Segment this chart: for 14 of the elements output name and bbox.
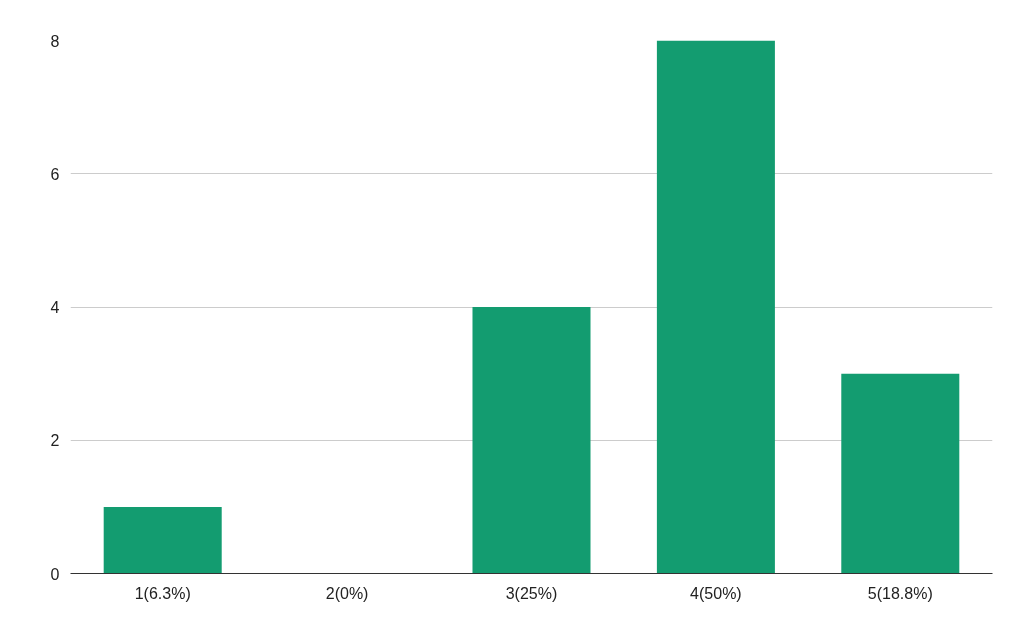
x-tick-label: 2(0%) bbox=[325, 584, 369, 602]
y-tick-label: 2 bbox=[50, 432, 60, 450]
bar bbox=[472, 307, 591, 574]
x-tick-label: 4(50%) bbox=[690, 584, 742, 602]
x-tick-label: 5(18.8%) bbox=[867, 584, 933, 602]
x-tick-label: 1(6.3%) bbox=[134, 584, 191, 602]
y-tick-label: 4 bbox=[50, 299, 60, 316]
x-tick-label: 3(25%) bbox=[505, 584, 558, 602]
y-tick-label: 6 bbox=[50, 165, 60, 183]
y-tick-label: 8 bbox=[50, 32, 60, 50]
bar bbox=[103, 506, 222, 574]
bar bbox=[841, 373, 960, 574]
y-tick-label: 0 bbox=[50, 565, 60, 583]
bar bbox=[656, 40, 775, 574]
